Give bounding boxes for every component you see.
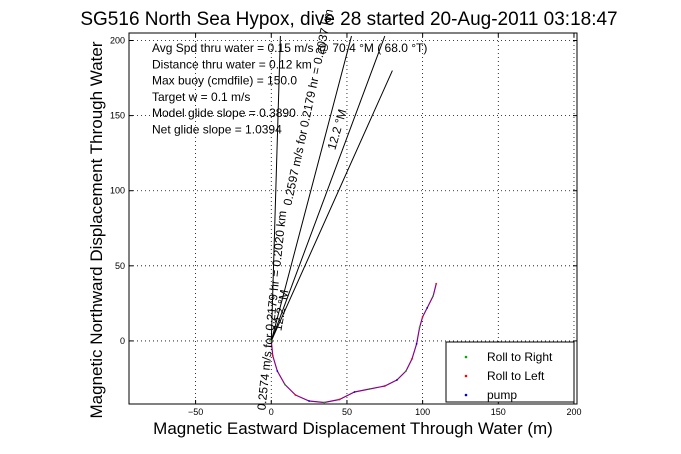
track-point (396, 379, 398, 381)
track-point (353, 391, 356, 393)
x-tick-label: −50 (188, 407, 203, 417)
y-axis-label: Magnetic Northward Displacement Through … (87, 41, 106, 418)
vector-line (270, 35, 386, 342)
track-point (323, 401, 326, 404)
y-tick-label: 100 (110, 186, 125, 196)
track-point (405, 370, 407, 372)
track-point (271, 355, 274, 357)
track-point (294, 394, 297, 396)
chart-title: SG516 North Sea Hypox, dive 28 started 2… (80, 9, 617, 30)
legend-marker (464, 393, 468, 397)
legend: Roll to Right Roll to Left pump (445, 341, 575, 403)
track-point (368, 388, 371, 390)
info-line: Model glide slope = 0.3890 (152, 106, 296, 120)
legend-label: pump (487, 388, 517, 402)
axis-ticks (129, 33, 577, 404)
legend-label: Roll to Left (487, 369, 545, 383)
track-point (383, 385, 386, 387)
track-point (308, 400, 310, 402)
x-tick-label: 50 (342, 407, 352, 417)
y-tick-label: 200 (110, 36, 125, 46)
track-point (421, 316, 424, 318)
track-point (435, 282, 438, 285)
info-line: Max buoy (cmdfile) = 150.0 (152, 74, 297, 88)
track-point (270, 340, 273, 342)
track-point (284, 383, 286, 386)
track-point (276, 370, 279, 372)
track-point (426, 307, 429, 309)
y-tick-label: 50 (115, 261, 125, 271)
x-tick-label: 150 (491, 407, 506, 417)
legend-marker (464, 355, 468, 359)
y-tick-labels: 0 50 100 150 200 (110, 36, 125, 346)
info-line: Avg Spd thru water = 0.15 m/s @ 70.4 °M … (152, 41, 427, 55)
velocity-vectors (270, 35, 393, 342)
grid (129, 33, 577, 404)
dive-track (270, 282, 438, 404)
track-point (432, 295, 435, 297)
vector-line (270, 70, 393, 342)
info-line: Net glide slope = 1.0394 (152, 123, 282, 137)
info-text-block: Avg Spd thru water = 0.15 m/s @ 70.4 °M … (152, 41, 427, 137)
legend-box (445, 341, 575, 403)
x-tick-labels: −50 0 50 100 150 200 (188, 407, 582, 417)
x-tick-label: 200 (566, 407, 581, 417)
legend-label: Roll to Right (487, 350, 553, 364)
x-axis-label: Magnetic Eastward Displacement Through W… (153, 419, 553, 438)
track-point (415, 343, 418, 345)
vector-line (270, 35, 281, 341)
y-tick-label: 0 (120, 336, 125, 346)
vector-line (270, 35, 352, 342)
track-point (338, 398, 341, 401)
info-line: Target w = 0.1 m/s (152, 90, 250, 104)
track-point (411, 358, 413, 360)
legend-marker (464, 374, 468, 378)
track-point (418, 326, 421, 329)
info-line: Distance thru water = 0.12 km (152, 57, 312, 71)
x-tick-label: 100 (415, 407, 430, 417)
x-tick-label: 0 (269, 407, 274, 417)
track-line (270, 283, 437, 404)
y-tick-label: 150 (110, 111, 125, 121)
